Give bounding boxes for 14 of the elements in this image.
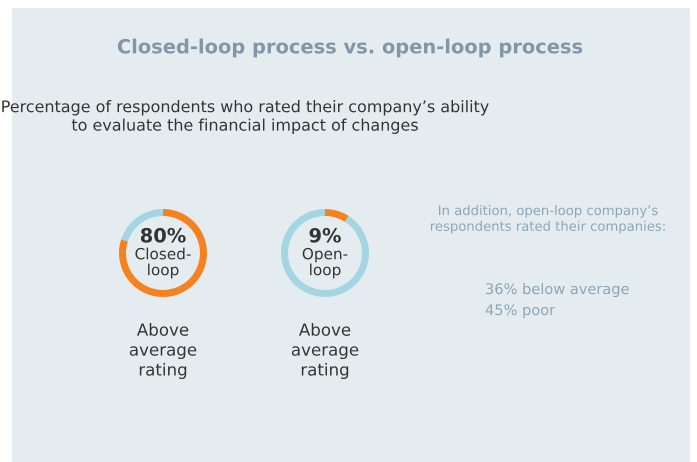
slice-label: Closed-loop bbox=[135, 248, 191, 278]
slice-label: Open-loop bbox=[302, 248, 348, 278]
donut-slice bbox=[325, 209, 349, 222]
text: 45% poor bbox=[486, 304, 556, 318]
text: In addition, open-loop company’s respondents rated their companies: bbox=[430, 205, 665, 234]
data-label: 80% bbox=[140, 228, 186, 243]
text: Closed-loop process vs. open-loop process bbox=[118, 38, 582, 58]
text: Percentage of respondents who rated their company’s ability to evaluate the financial impact of changes bbox=[2, 100, 489, 134]
donut-slice bbox=[119, 209, 207, 297]
text: Above average rating bbox=[292, 323, 358, 379]
text: 36% below average bbox=[486, 282, 629, 298]
donut-slice bbox=[281, 209, 369, 297]
text: Above average rating bbox=[130, 323, 196, 379]
data-label: 9% bbox=[310, 228, 341, 243]
